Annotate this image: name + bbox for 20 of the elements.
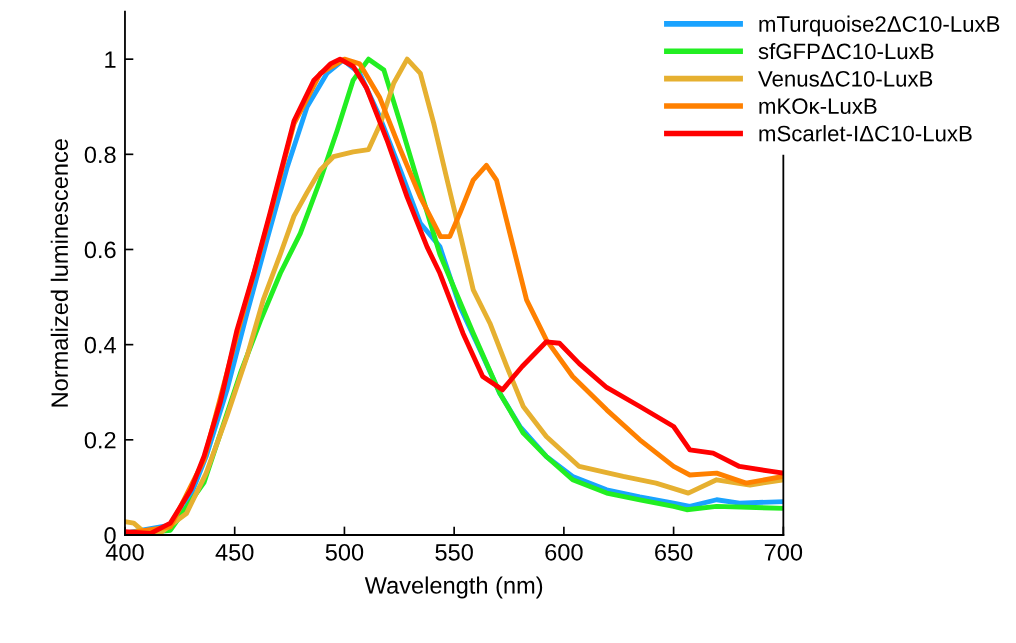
x-tick-label: 600 (545, 543, 583, 561)
x-tick-label: 550 (435, 543, 473, 561)
legend-label: mKOκ-LuxB (759, 98, 877, 115)
y-tick-label: 0.2 (84, 431, 116, 449)
legend-label: mTurquoise2ΔC10-LuxB (759, 15, 1000, 37)
y-tick-label: 0.4 (84, 336, 116, 354)
legend-label: sfGFPΔC10-LuxB (758, 42, 934, 60)
x-tick-label: 400 (105, 543, 144, 561)
y-tick-label: 0.6 (84, 241, 116, 259)
legend-label: mScarlet-IΔC10-LuxB (759, 125, 972, 142)
y-tick-label: 0.8 (84, 146, 116, 164)
y-axis-title: Normalized luminescence (50, 139, 69, 407)
x-axis-title: Wavelength (nm) (364, 576, 543, 599)
x-tick-label: 500 (325, 543, 364, 561)
y-tick-label: 0 (104, 527, 116, 544)
x-tick-label: 450 (215, 543, 254, 561)
x-tick-label: 700 (764, 543, 803, 561)
legend-label: VenusΔC10-LuxB (758, 70, 933, 87)
y-tick-label: 1 (105, 51, 116, 68)
x-tick-label: 650 (655, 543, 693, 561)
